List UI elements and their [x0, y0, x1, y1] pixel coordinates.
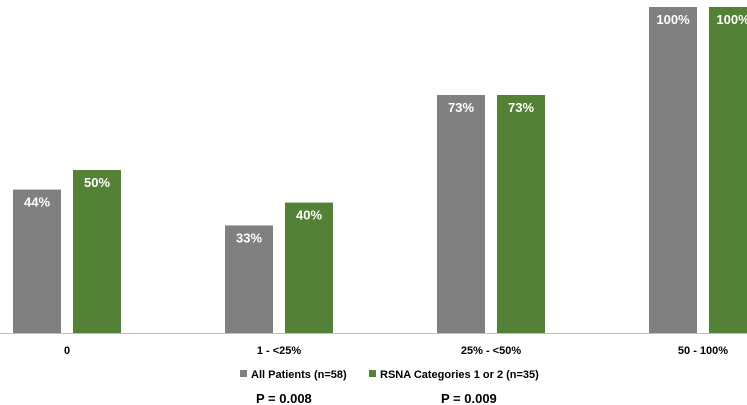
legend-label-rsna: RSNA Categories 1 or 2 (n=35)	[380, 369, 539, 381]
category-label-50-100: 50 - 100%	[678, 345, 728, 357]
bar-value-label-series2-50-100: 100%	[716, 12, 747, 27]
bar-series2-0	[73, 170, 121, 333]
bar-value-label-series2-1-25: 40%	[296, 208, 322, 223]
bar-series2-25-50	[497, 95, 545, 334]
bar-value-label-series2-25-50: 73%	[508, 100, 534, 115]
bar-series2-50-100	[709, 7, 747, 333]
bar-series2-1-25	[285, 202, 333, 333]
bar-value-label-series1-0: 44%	[24, 195, 50, 210]
category-label-0: 0	[64, 345, 70, 357]
legend-swatch-rsna	[369, 370, 376, 377]
legend: All Patients (n=58) RSNA Categories 1 or…	[240, 369, 539, 381]
p-value-annotation-1: P = 0.008	[256, 391, 312, 405]
legend-swatch-all-patients	[240, 370, 247, 377]
bar-value-label-series1-50-100: 100%	[656, 12, 690, 27]
bar-series1-0	[13, 189, 61, 333]
p-value-annotation-2: P = 0.009	[441, 391, 497, 405]
bar-series1-50-100	[649, 7, 697, 333]
category-label-25-50: 25% - <50%	[461, 345, 521, 357]
bars-layer	[13, 7, 747, 334]
bar-series1-1-25	[225, 225, 273, 333]
category-label-1-25: 1 - <25%	[257, 345, 302, 357]
category-labels: 0 1 - <25% 25% - <50% 50 - 100%	[64, 345, 728, 357]
bar-labels-layer: 44% 33% 73% 100% 50% 40% 73% 100%	[24, 12, 747, 245]
bar-value-label-series1-25-50: 73%	[448, 100, 474, 115]
bar-series1-25-50	[437, 95, 485, 334]
bar-value-label-series1-1-25: 33%	[236, 230, 262, 245]
legend-label-all-patients: All Patients (n=58)	[251, 369, 347, 381]
bar-value-label-series2-0: 50%	[84, 175, 110, 190]
